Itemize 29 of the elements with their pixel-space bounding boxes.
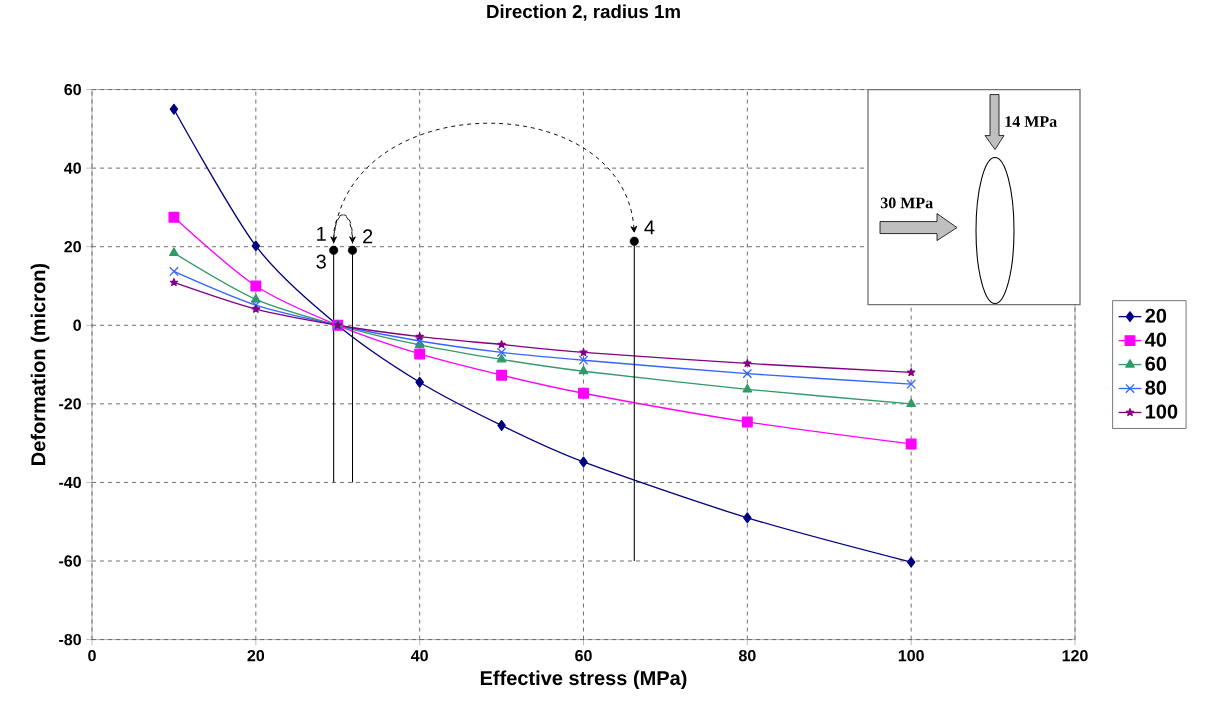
annotation: 4: [644, 220, 655, 235]
annotation: 2: [363, 229, 373, 244]
y-tick-label: -40: [59, 476, 81, 489]
x-tick-label: 0: [88, 650, 96, 662]
y-tick-label: 60: [64, 84, 81, 96]
annotation: 14 MPa: [1005, 116, 1057, 128]
annotation: 30 MPa: [880, 197, 933, 209]
annotation: 1: [317, 227, 326, 241]
chart-title: Direction 2, radius 1m: [487, 4, 680, 22]
x-tick-label: 120: [1062, 650, 1088, 662]
y-tick-label: 20: [64, 241, 81, 253]
annotation: 3: [316, 254, 326, 269]
x-tick-label: 100: [898, 650, 924, 662]
legend-label: 100: [1145, 404, 1178, 419]
y-tick-label: -80: [59, 634, 81, 646]
x-tick-label: 80: [738, 650, 756, 662]
y-tick-label: 40: [64, 162, 81, 174]
x-tick-label: 60: [575, 650, 592, 662]
legend-label: 60: [1145, 356, 1167, 371]
legend-label: 80: [1145, 380, 1167, 395]
legend-label: 40: [1145, 332, 1167, 347]
x-tick-label: 20: [247, 650, 265, 662]
y-tick-label: -60: [59, 555, 81, 567]
y-axis-title: Deformation (micron): [30, 264, 50, 466]
y-tick-label: 0: [73, 319, 81, 332]
x-tick-label: 40: [411, 650, 428, 662]
x-axis-title: Effective stress (MPa): [480, 670, 687, 690]
legend-label: 20: [1145, 308, 1167, 324]
y-tick-label: -20: [59, 398, 81, 410]
